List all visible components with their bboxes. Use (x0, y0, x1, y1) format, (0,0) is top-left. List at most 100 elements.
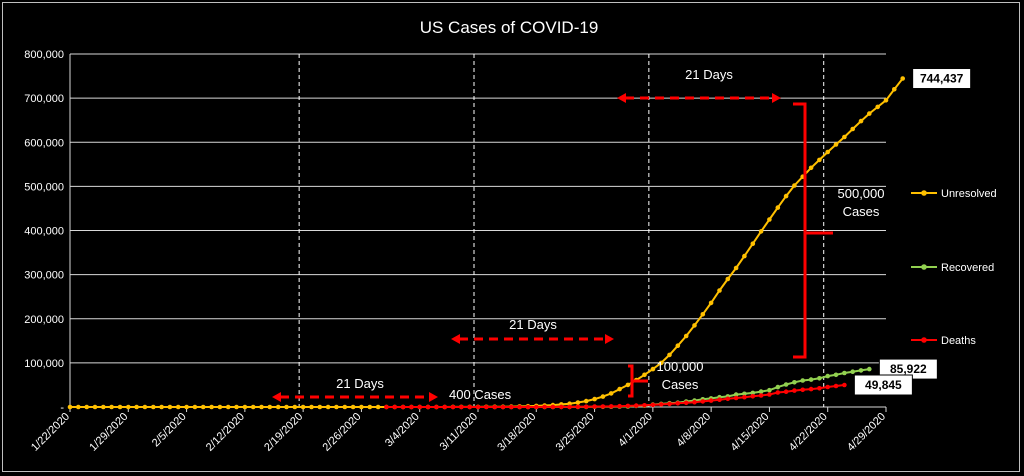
data-point-deaths (517, 404, 522, 410)
data-point-unresolved (192, 404, 198, 410)
data-point-deaths (392, 404, 398, 410)
data-point-recovered (867, 366, 872, 372)
legend-marker-recovered (921, 264, 927, 270)
legend-marker-deaths (921, 337, 927, 343)
bracket-100k (628, 364, 648, 398)
data-point-unresolved (350, 404, 356, 410)
data-point-deaths (567, 404, 572, 410)
data-point-recovered (733, 392, 739, 397)
data-point-unresolved (126, 404, 131, 410)
data-point-unresolved (159, 404, 164, 410)
x-tick-label: 3/11/2020 (438, 411, 481, 454)
data-point-deaths (467, 404, 473, 410)
data-point-unresolved (642, 372, 647, 378)
annotation-text: 400 Cases (449, 387, 512, 402)
data-point-deaths (434, 404, 439, 410)
data-point-unresolved (783, 193, 789, 199)
series-line-unresolved (70, 77, 904, 408)
annotation-text: 21 Days (509, 317, 557, 332)
data-point-unresolved (758, 229, 764, 234)
data-point-unresolved (833, 142, 839, 147)
annotation-text: 500,000 (838, 186, 885, 201)
data-point-unresolved (134, 404, 139, 410)
data-point-deaths (608, 404, 614, 409)
annotation-text: Cases (843, 204, 880, 219)
data-point-unresolved (733, 265, 739, 271)
data-point-unresolved (76, 404, 81, 410)
data-point-recovered (783, 382, 789, 387)
data-point-unresolved (334, 404, 339, 410)
data-point-deaths (492, 404, 498, 410)
annotation-text: Cases (662, 377, 699, 392)
data-point-deaths (775, 390, 781, 395)
data-point-deaths (409, 404, 414, 410)
data-point-unresolved (625, 382, 631, 388)
data-point-deaths (633, 403, 639, 408)
arrow-head-left (272, 392, 281, 402)
x-tick-label: 2/12/2020 (204, 411, 247, 454)
y-tick-label: 800,000 (24, 49, 64, 61)
x-tick-label: 2/5/2020 (150, 411, 189, 450)
data-point-recovered (800, 378, 805, 383)
legend-label-recovered: Recovered (941, 262, 994, 274)
data-point-deaths (650, 402, 656, 408)
data-point-unresolved (300, 404, 306, 410)
data-point-unresolved (250, 404, 256, 410)
data-point-unresolved (867, 111, 872, 116)
data-point-deaths (583, 404, 589, 410)
reference-lines (298, 54, 825, 407)
data-point-unresolved (892, 87, 897, 92)
data-point-unresolved (717, 288, 722, 293)
data-point-deaths (842, 382, 847, 388)
data-point-unresolved (225, 404, 231, 410)
data-point-unresolved (267, 404, 273, 410)
data-point-deaths (692, 399, 697, 405)
data-point-deaths (675, 401, 681, 406)
y-tick-label: 700,000 (24, 93, 64, 105)
x-tick-label: 4/29/2020 (845, 411, 888, 454)
legend-label-deaths: Deaths (941, 335, 976, 347)
data-point-deaths (817, 386, 822, 391)
data-point-recovered (825, 373, 830, 379)
data-point-deaths (625, 403, 631, 409)
data-point-unresolved (775, 205, 781, 210)
data-point-unresolved (817, 157, 822, 163)
x-tick-label: 4/22/2020 (787, 411, 830, 454)
data-point-deaths (725, 396, 731, 402)
data-point-deaths (500, 404, 506, 410)
gridlines (69, 53, 886, 408)
data-point-deaths (425, 404, 431, 410)
x-tick-label: 3/25/2020 (554, 411, 597, 454)
data-point-recovered (742, 391, 747, 397)
data-point-deaths (642, 403, 647, 408)
data-point-deaths (792, 388, 797, 393)
data-point-recovered (833, 372, 839, 378)
y-tick-label: 400,000 (24, 226, 64, 238)
data-point-deaths (384, 404, 389, 410)
data-point-unresolved (217, 404, 223, 410)
data-point-unresolved (325, 404, 331, 410)
data-point-unresolved (175, 404, 181, 410)
data-point-unresolved (792, 183, 797, 188)
data-point-unresolved (658, 360, 664, 366)
data-point-unresolved (84, 404, 89, 410)
data-point-deaths (700, 399, 706, 404)
data-point-unresolved (284, 404, 289, 410)
y-tick-label: 300,000 (24, 270, 64, 282)
data-point-unresolved (275, 404, 281, 410)
data-point-deaths (459, 404, 464, 410)
data-point-deaths (592, 404, 597, 409)
data-point-unresolved (367, 404, 373, 410)
data-point-recovered (808, 377, 814, 382)
data-point-unresolved (675, 343, 681, 349)
data-point-deaths (667, 401, 672, 407)
data-point-unresolved (875, 104, 880, 110)
data-point-deaths (758, 393, 764, 398)
data-point-unresolved (309, 404, 314, 410)
x-tick-label: 2/26/2020 (320, 411, 363, 454)
data-point-unresolved (667, 352, 672, 358)
data-point-unresolved (209, 404, 214, 410)
data-point-deaths (767, 392, 772, 397)
data-point-recovered (758, 389, 764, 394)
